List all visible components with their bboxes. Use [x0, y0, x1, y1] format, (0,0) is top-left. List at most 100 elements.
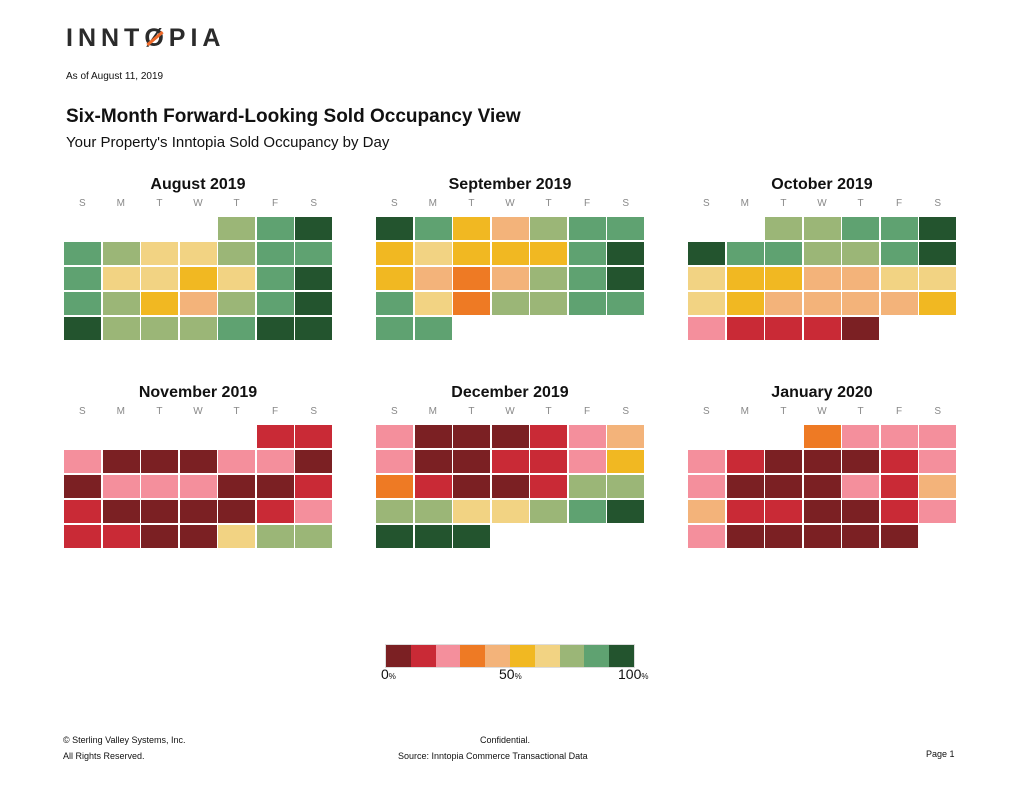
day-cell: [452, 524, 492, 549]
day-cell: [918, 291, 958, 316]
weekday-label: S: [622, 406, 629, 417]
page-title: Six-Month Forward-Looking Sold Occupancy…: [66, 106, 521, 127]
day-cell: [217, 216, 257, 241]
day-cell: [567, 291, 607, 316]
day-cell: [567, 474, 607, 499]
day-cell: [140, 291, 180, 316]
weekday-label: S: [934, 406, 941, 417]
day-cell: [529, 474, 569, 499]
weekday-label: T: [857, 406, 864, 417]
month-title: September 2019: [448, 176, 572, 193]
day-cell: [764, 524, 804, 549]
weekday-label: F: [896, 406, 903, 417]
day-cell: [490, 266, 530, 291]
day-cell: [413, 216, 453, 241]
day-cell: [567, 266, 607, 291]
page-subtitle: Your Property's Inntopia Sold Occupancy …: [66, 134, 390, 151]
day-cell: [490, 449, 530, 474]
legend-swatch: [609, 645, 634, 667]
weekday-label: T: [545, 198, 552, 209]
day-cell: [255, 449, 295, 474]
day-cell: [413, 266, 453, 291]
day-cell: [529, 499, 569, 524]
day-cell: [255, 291, 295, 316]
day-cell: [452, 449, 492, 474]
day-cell: [841, 316, 881, 341]
day-cell: [375, 316, 415, 341]
day-cell: [217, 266, 257, 291]
day-cell: [294, 499, 334, 524]
day-cell: [725, 316, 765, 341]
day-cell: [217, 524, 257, 549]
color-scale-legend: [385, 644, 635, 668]
day-cell: [375, 499, 415, 524]
day-cell: [687, 474, 727, 499]
weekday-label: S: [702, 406, 710, 417]
legend-swatch: [534, 645, 560, 667]
weekday-label: S: [310, 198, 317, 209]
day-cell: [101, 499, 141, 524]
day-cell: [725, 474, 765, 499]
day-cell: [841, 241, 881, 266]
day-cell: [764, 266, 804, 291]
weekday-label: T: [156, 198, 163, 209]
day-grid: [687, 216, 958, 341]
weekday-label: F: [584, 406, 591, 417]
day-cell: [606, 499, 646, 524]
day-cell: [606, 266, 646, 291]
day-cell: [879, 524, 919, 549]
day-cell: [63, 241, 103, 266]
footer-source: Source: Inntopia Commerce Transactional …: [398, 751, 588, 761]
day-cell: [63, 266, 103, 291]
legend-max-label: 100%: [618, 666, 649, 682]
legend-swatch: [559, 645, 585, 667]
day-cell: [802, 524, 842, 549]
day-cell: [764, 499, 804, 524]
day-cell: [567, 499, 607, 524]
month-calendar: January 2020 S M T W T F S: [687, 384, 958, 549]
day-grid: [375, 424, 646, 549]
day-cell: [63, 524, 103, 549]
weekday-label: F: [584, 198, 591, 209]
day-cell: [140, 266, 180, 291]
day-cell: [63, 499, 103, 524]
day-cell: [725, 449, 765, 474]
weekday-label: S: [78, 198, 86, 209]
legend-min-label: 0%: [381, 666, 396, 682]
day-cell: [687, 291, 727, 316]
day-cell: [140, 241, 180, 266]
day-cell: [294, 474, 334, 499]
weekday-label: S: [310, 406, 317, 417]
day-cell: [217, 291, 257, 316]
day-cell: [375, 266, 415, 291]
day-cell: [918, 216, 958, 241]
month-calendar: November 2019 S M T W T F S: [63, 384, 334, 549]
day-grid: [687, 424, 958, 549]
day-cell: [764, 241, 804, 266]
day-cell: [101, 474, 141, 499]
day-cell: [375, 291, 415, 316]
day-cell: [529, 216, 569, 241]
month-title: November 2019: [138, 384, 258, 401]
day-cell: [178, 316, 218, 341]
weekday-label: F: [896, 198, 903, 209]
day-cell: [879, 291, 919, 316]
day-cell: [178, 499, 218, 524]
day-cell: [918, 424, 958, 449]
day-cell: [802, 474, 842, 499]
day-cell: [725, 291, 765, 316]
day-cell: [606, 449, 646, 474]
legend-swatch: [509, 645, 535, 667]
day-cell: [802, 241, 842, 266]
day-cell: [687, 266, 727, 291]
day-cell: [101, 241, 141, 266]
day-cell: [490, 424, 530, 449]
day-cell: [101, 266, 141, 291]
legend-swatch: [460, 645, 486, 667]
day-cell: [178, 266, 218, 291]
day-cell: [140, 316, 180, 341]
day-cell: [178, 474, 218, 499]
weekday-label: F: [272, 406, 279, 417]
